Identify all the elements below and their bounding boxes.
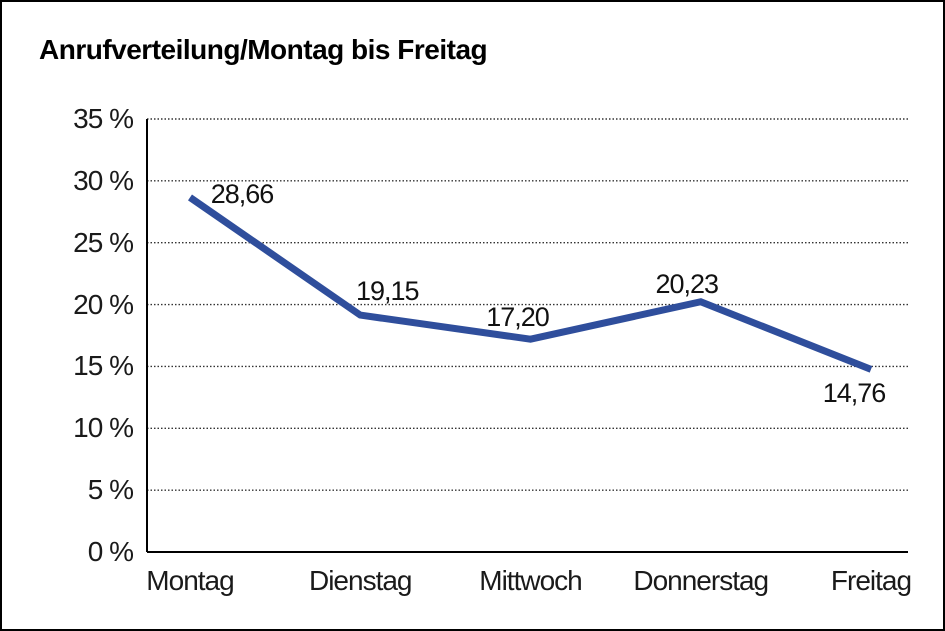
data-line (188, 194, 873, 373)
chart-title: Anrufverteilung/Montag bis Freitag (39, 34, 488, 65)
